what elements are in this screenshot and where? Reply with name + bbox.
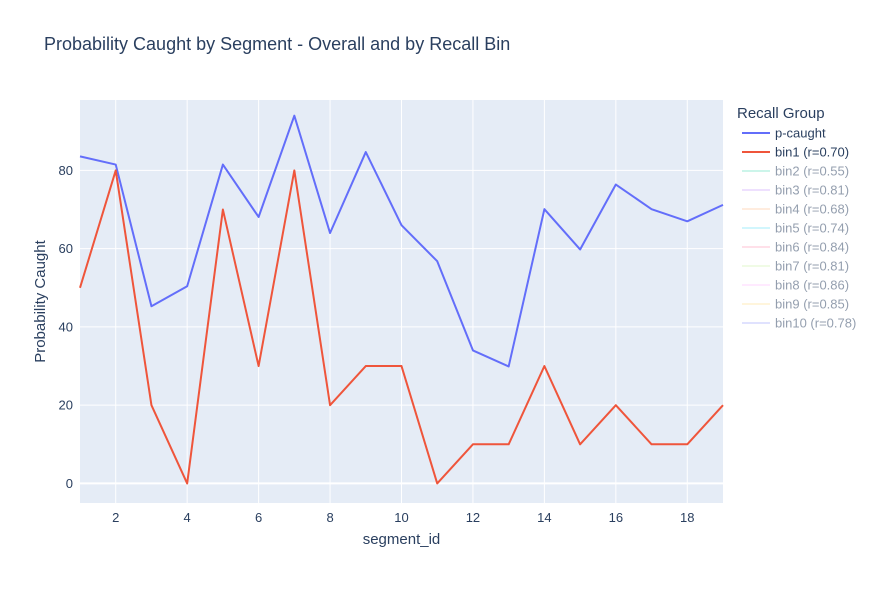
legend-item[interactable]: bin6 (r=0.84) xyxy=(742,240,849,255)
x-tick-label: 8 xyxy=(326,510,333,525)
legend-label: bin1 (r=0.70) xyxy=(775,145,849,160)
x-tick-label: 14 xyxy=(537,510,551,525)
y-tick-label: 0 xyxy=(66,476,73,491)
legend-label: p-caught xyxy=(775,126,826,141)
legend-item[interactable]: bin8 (r=0.86) xyxy=(742,278,849,293)
series-lines xyxy=(79,114,724,485)
chart-title: Probability Caught by Segment - Overall … xyxy=(44,34,510,54)
legend-label: bin10 (r=0.78) xyxy=(775,316,856,331)
y-tick-label: 80 xyxy=(59,163,73,178)
y-axis-title: Probability Caught xyxy=(32,239,49,362)
y-tick-label: 60 xyxy=(59,241,73,256)
x-tick-label: 10 xyxy=(394,510,408,525)
legend-item[interactable]: bin2 (r=0.55) xyxy=(742,164,849,179)
legend: p-caught bin1 (r=0.70) bin2 (r=0.55) bin3 (… xyxy=(742,126,856,331)
x-axis-title: segment_id xyxy=(363,531,441,548)
legend-item[interactable]: bin4 (r=0.68) xyxy=(742,202,849,217)
x-tick-label: 16 xyxy=(609,510,623,525)
legend-item[interactable]: bin3 (r=0.81) xyxy=(742,183,849,198)
legend-title: Recall Group xyxy=(737,105,825,122)
legend-label: bin6 (r=0.84) xyxy=(775,240,849,255)
legend-label: bin4 (r=0.68) xyxy=(775,202,849,217)
legend-item[interactable]: bin9 (r=0.85) xyxy=(742,297,849,312)
y-tick-label: 40 xyxy=(59,319,73,334)
legend-label: bin8 (r=0.86) xyxy=(775,278,849,293)
legend-item[interactable]: bin5 (r=0.74) xyxy=(742,221,849,236)
legend-item[interactable]: bin7 (r=0.81) xyxy=(742,259,849,274)
legend-label: bin2 (r=0.55) xyxy=(775,164,849,179)
x-axis-ticks: 2 4 6 8 10 12 14 16 18 xyxy=(112,510,694,525)
legend-label: bin9 (r=0.85) xyxy=(775,297,849,312)
x-tick-label: 2 xyxy=(112,510,119,525)
x-tick-label: 6 xyxy=(255,510,262,525)
x-tick-label: 12 xyxy=(466,510,480,525)
legend-item[interactable]: bin1 (r=0.70) xyxy=(742,145,849,160)
series-line-0[interactable] xyxy=(79,114,724,368)
legend-label: bin5 (r=0.74) xyxy=(775,221,849,236)
legend-item[interactable]: bin10 (r=0.78) xyxy=(742,316,856,331)
legend-label: bin3 (r=0.81) xyxy=(775,183,849,198)
x-tick-label: 18 xyxy=(680,510,694,525)
y-tick-label: 20 xyxy=(59,398,73,413)
series-line-1[interactable] xyxy=(79,169,724,485)
legend-label: bin7 (r=0.81) xyxy=(775,259,849,274)
x-tick-label: 4 xyxy=(184,510,191,525)
y-axis-ticks: 0 20 40 60 80 xyxy=(59,163,73,491)
legend-item[interactable]: p-caught xyxy=(742,126,826,141)
